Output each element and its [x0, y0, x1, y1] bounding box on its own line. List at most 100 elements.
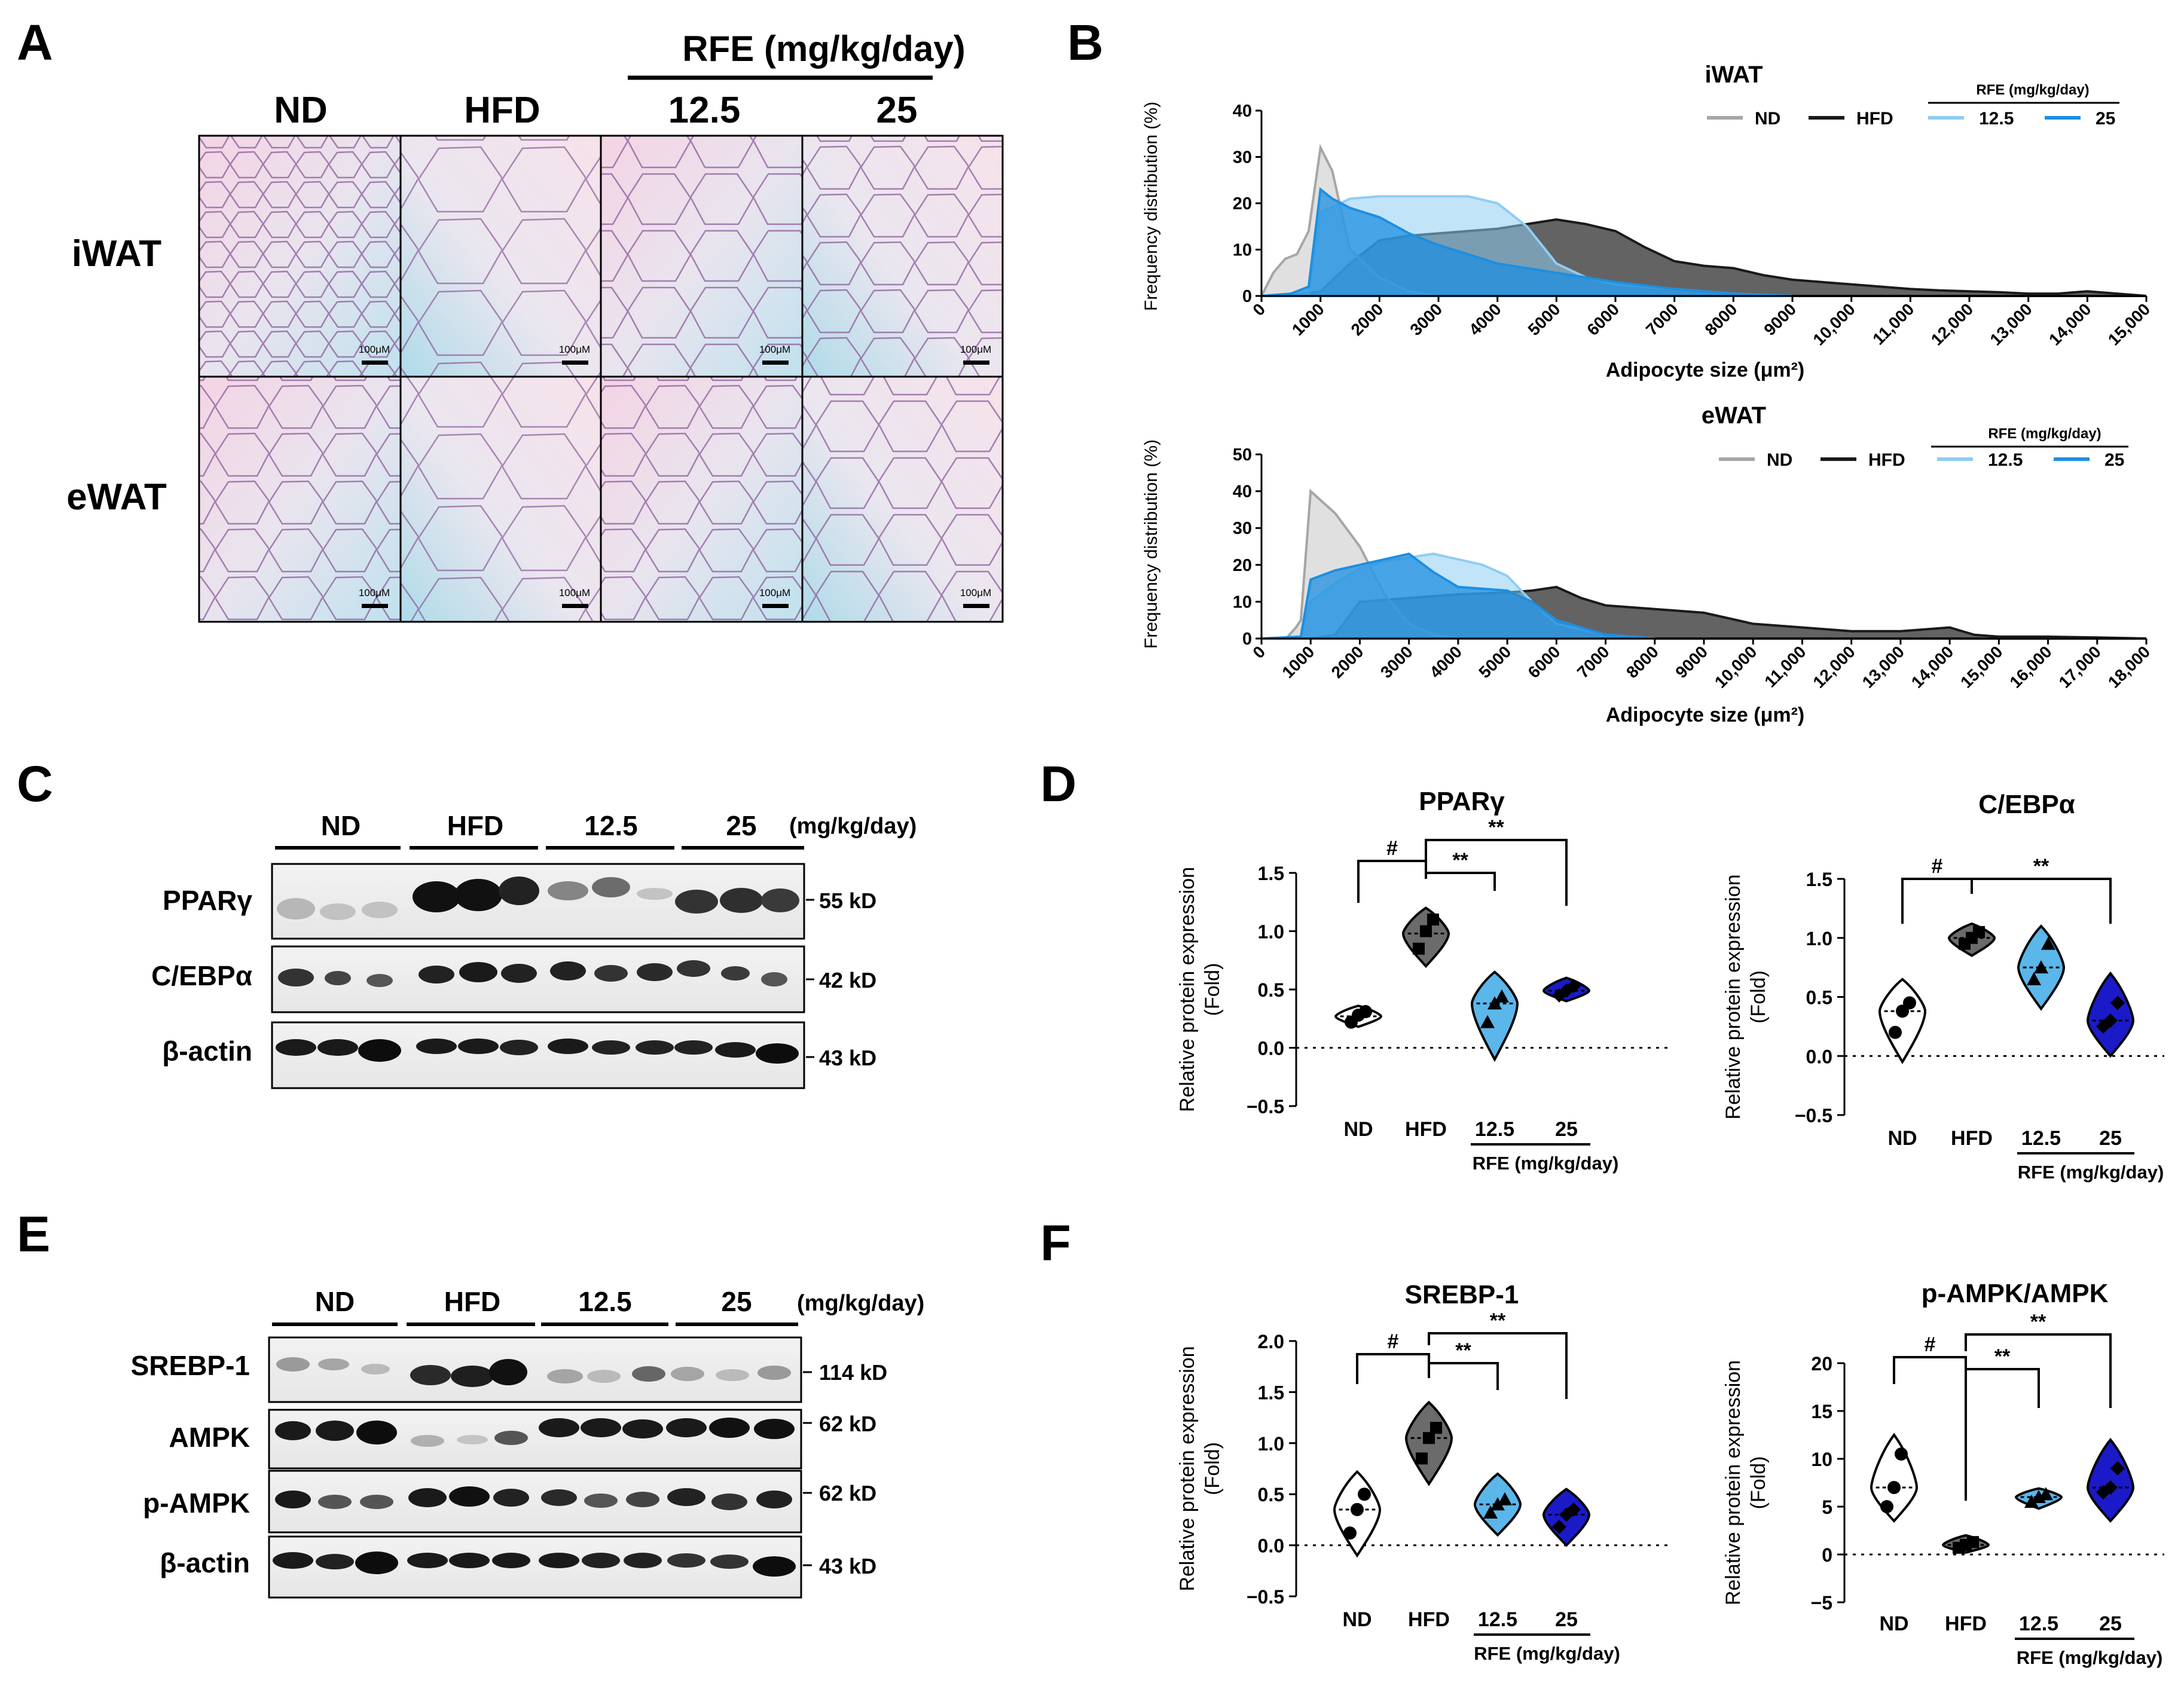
blot-e-kd-srebp1: 114 kD	[819, 1360, 887, 1385]
histology-col-nd: ND	[274, 90, 328, 131]
ewat-ylabel: Frequency distribution (%)	[1141, 439, 1161, 649]
cebpa-point-12-5	[2041, 936, 2055, 950]
svg-text:100μM: 100μM	[359, 344, 390, 355]
srebp1-rfe-label: RFE (mg/kg/day)	[1474, 1643, 1620, 1664]
cebpa-violin-ND	[1878, 978, 1927, 1065]
pampk-category-label: HFD	[1945, 1612, 1987, 1635]
iwat-ytick-label: 10	[1233, 241, 1252, 260]
srebp1-category-label: 25	[1555, 1608, 1578, 1631]
iwat-xtick-label: 7000	[1642, 300, 1682, 339]
srebp1-ytick-label: 2.0	[1258, 1331, 1284, 1352]
iwat-xtick-label: 10,000	[1809, 300, 1858, 349]
ewat-legend-nd-label: ND	[1767, 450, 1792, 470]
histology-col-25: 25	[876, 90, 918, 131]
pparg-ylabel-unit: (Fold)	[1201, 963, 1224, 1016]
cebpa-point-ND	[1889, 1025, 1902, 1039]
histology-col-12-5: 12.5	[668, 90, 741, 131]
blot-c-group-hfd: HFD	[447, 810, 504, 841]
srebp1-point-HFD	[1416, 1452, 1428, 1465]
pparg-category-label: HFD	[1405, 1118, 1447, 1141]
blot-e-kd-ampk: 62 kD	[819, 1412, 876, 1436]
cebpa-ytick-label: 1.0	[1806, 928, 1832, 949]
ewat-ytick-label: 20	[1233, 556, 1252, 575]
cebpa-category-label: HFD	[1951, 1127, 1993, 1150]
iwat-ytick-label: 30	[1233, 148, 1252, 167]
pparg-ytick-label: 1.5	[1258, 863, 1284, 884]
ewat-xtick-label: 8000	[1623, 642, 1662, 682]
blot-e-label-pampk: p-AMPK	[143, 1488, 250, 1519]
histology-grid	[198, 135, 1004, 623]
iwat-xlabel: Adipocyte size (μm²)	[1606, 359, 1805, 381]
panel-letter-e: E	[17, 1206, 50, 1262]
pparg-point-12-5	[1487, 996, 1502, 1010]
cebpa-point-12-5	[2034, 960, 2048, 974]
pampk-violin-chart: p-AMPK/AMPK Relative protein expression (F…	[1722, 1279, 2164, 1668]
scale-bar: 100μM	[960, 587, 991, 608]
ewat-frequency-chart: eWAT RFE (mg/kg/day) ND HFD 12.5 25 Freq…	[1141, 402, 2154, 726]
pparg-ytick-label: −0.5	[1247, 1096, 1284, 1117]
iwat-frequency-chart: iWAT RFE (mg/kg/day) ND HFD 12.5 25 Freq…	[1141, 62, 2154, 381]
scale-bars: 100μM 100μM 100μM 100μM 100μM 100μM 100μ…	[359, 344, 991, 608]
histology-ewat-12-5	[600, 375, 804, 623]
srebp1-ytick-label: 1.5	[1258, 1382, 1284, 1403]
pampk-category-label: 12.5	[2019, 1612, 2058, 1635]
srebp1-point-25	[1566, 1502, 1581, 1517]
ewat-xtick-label: 13,000	[1859, 642, 1908, 691]
svg-text:100μM: 100μM	[559, 344, 590, 355]
srebp1-sig-bracket	[1428, 1332, 1568, 1399]
iwat-legend-rfe-label: RFE (mg/kg/day)	[1976, 82, 2089, 98]
svg-text:100μM: 100μM	[759, 344, 790, 355]
iwat-xtick-label: 5000	[1525, 300, 1564, 339]
pparg-ytick-label: 0.0	[1258, 1038, 1284, 1059]
cebpa-ylabel-unit: (Fold)	[1747, 970, 1770, 1024]
srebp1-sig-label: **	[1455, 1339, 1471, 1362]
pampk-category-label: 25	[2099, 1612, 2122, 1635]
pparg-sig-bracket	[1357, 860, 1427, 903]
panel-letter-d: D	[1040, 756, 1077, 812]
histology-iwat-12-5	[600, 135, 804, 378]
cebpa-sig-label: #	[1932, 855, 1943, 878]
srebp1-ylabel-unit: (Fold)	[1201, 1442, 1224, 1495]
panel-letter-f: F	[1040, 1215, 1071, 1271]
histology-ewat-25	[801, 375, 1004, 623]
cebpa-category-label: 25	[2099, 1127, 2122, 1150]
iwat-series-25	[1261, 187, 1793, 297]
pparg-sig-bracket	[1425, 839, 1568, 906]
srebp1-ytick-label: 1.0	[1258, 1433, 1284, 1455]
ewat-legend-hfd-label: HFD	[1868, 450, 1905, 470]
svg-text:100μM: 100μM	[359, 587, 390, 598]
iwat-legend-hfd-label: HFD	[1856, 109, 1893, 129]
panel-letter-b: B	[1067, 14, 1104, 71]
histology-iwat-25	[801, 135, 1004, 378]
srebp1-chart-title: SREBP-1	[1405, 1280, 1519, 1309]
iwat-xtick-label: 4000	[1465, 300, 1505, 339]
cebpa-point-25	[2110, 995, 2125, 1010]
blot-c-group-12-5: 12.5	[584, 810, 638, 841]
pampk-ylabel-unit: (Fold)	[1747, 1456, 1770, 1510]
pparg-category-label: ND	[1343, 1118, 1373, 1141]
iwat-xtick-label: 12,000	[1928, 300, 1977, 349]
iwat-xtick-label: 8000	[1702, 300, 1741, 339]
ewat-xtick-label: 10,000	[1711, 642, 1760, 691]
pparg-point-12-5	[1495, 989, 1509, 1003]
pampk-rfe-label: RFE (mg/kg/day)	[2017, 1647, 2163, 1668]
iwat-legend-25-label: 25	[2096, 109, 2115, 129]
iwat-xtick-label: 15,000	[2104, 300, 2154, 349]
pampk-category-label: ND	[1879, 1612, 1908, 1635]
iwat-legend: RFE (mg/kg/day) ND HFD 12.5 25	[1707, 82, 2119, 129]
ewat-xtick-label: 15,000	[1957, 642, 2006, 691]
ewat-xtick-label: 5000	[1475, 642, 1514, 682]
pparg-point-HFD	[1413, 942, 1425, 955]
pparg-sig-label: **	[1488, 816, 1504, 839]
ewat-ytick-label: 40	[1233, 482, 1252, 502]
srebp1-point-12-5	[1490, 1497, 1505, 1511]
pampk-ytick-label: 0	[1822, 1544, 1832, 1566]
blot-e: ND HFD 12.5 25 (mg/kg/day) SREBP-1 AMPK …	[131, 1286, 924, 1599]
iwat-xtick-label: 0	[1249, 300, 1269, 319]
histology-row-iwat: iWAT	[72, 233, 161, 274]
histology-row-ewat: eWAT	[66, 477, 167, 518]
panel-letter-c: C	[17, 756, 53, 812]
blot-c: ND HFD 12.5 25 (mg/kg/day) PPARγ C/EBPα …	[151, 810, 917, 1089]
srebp1-point-ND	[1343, 1526, 1357, 1540]
